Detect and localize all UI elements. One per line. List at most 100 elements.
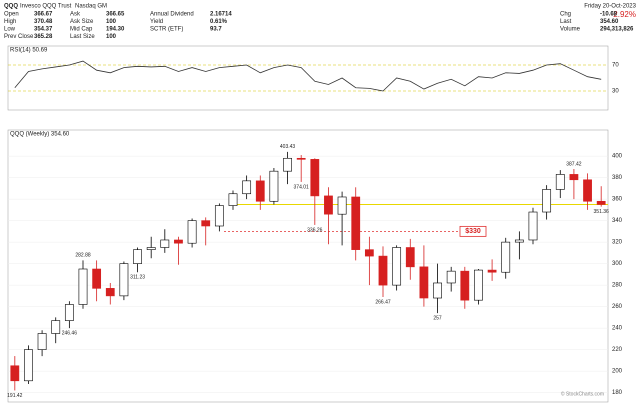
y-tick-label: 320: [612, 240, 623, 246]
price-annotation: 374.01: [294, 184, 310, 190]
candle-body: [337, 196, 347, 215]
date: Friday 20-Oct-2023: [584, 4, 636, 10]
y-tick-label: 300: [612, 261, 623, 267]
candle-body: [569, 174, 579, 181]
candle-body: [392, 247, 402, 286]
y-tick-label: 30: [612, 89, 619, 95]
candle-body: [405, 247, 415, 268]
field-label: Annual Dividend: [150, 12, 194, 18]
field-value: 354.60: [600, 19, 619, 25]
candle-body: [324, 195, 333, 215]
field-value: 366.67: [34, 12, 53, 18]
candle-body: [514, 239, 524, 243]
candle-body: [24, 349, 33, 382]
candle-body: [596, 200, 606, 205]
panel: [7, 129, 609, 403]
candle-body: [460, 270, 470, 301]
rsi-line: [14, 60, 602, 92]
candle-body: [214, 205, 224, 227]
field-value: 100: [106, 19, 117, 25]
y-tick-label: 280: [612, 283, 623, 289]
price-annotation: 191.42: [7, 393, 23, 399]
y-tick-label: 360: [612, 197, 623, 203]
field-label: High: [4, 19, 16, 25]
candle-body: [501, 241, 511, 273]
name: Invesco QQQ Trust: [20, 4, 72, 10]
field-value: 0.61%: [210, 19, 228, 25]
candle-body: [105, 288, 115, 297]
candle-body: [296, 157, 306, 160]
field-label: Ask: [70, 12, 81, 18]
candle-body: [255, 180, 265, 202]
candle-body: [555, 174, 565, 190]
symbol: QQQ: [4, 4, 18, 10]
field-label: Chg: [560, 12, 571, 18]
price-annotation: 311.23: [130, 275, 145, 281]
field-value: 370.48: [34, 19, 53, 25]
candle-body: [10, 365, 20, 382]
candle-body: [228, 193, 238, 206]
candle-body: [174, 239, 183, 244]
candle-body: [160, 239, 170, 248]
field-value: 294,313,826: [600, 27, 634, 33]
candle-body: [419, 266, 429, 299]
candle-body: [269, 170, 279, 202]
y-tick-label: 220: [612, 347, 623, 353]
field-label: Yield: [150, 19, 163, 25]
support-box: [459, 225, 487, 237]
field-label: Open: [4, 12, 19, 18]
field-label: SCTR (ETF): [150, 27, 183, 33]
field-value: 100: [106, 34, 117, 40]
y-tick-label: 380: [612, 175, 623, 181]
field-value: 366.65: [106, 12, 125, 18]
candle-body: [583, 179, 592, 202]
candle-body: [528, 211, 538, 241]
candle-body: [487, 269, 497, 273]
candle-body: [92, 268, 102, 289]
panel-title: QQQ (Weekly) 354.60: [10, 132, 70, 138]
candle-body: [474, 269, 483, 301]
field-value: 354.37: [34, 27, 53, 33]
change-pct: -2.92%: [611, 10, 636, 19]
y-tick-label: 260: [612, 304, 623, 310]
candle-body: [64, 304, 74, 321]
field-label: Low: [4, 27, 16, 33]
candle-body: [542, 189, 552, 213]
y-tick-label: 400: [612, 154, 623, 160]
field-value: 2.16714: [210, 12, 232, 18]
candle-body: [242, 180, 252, 195]
exchange: Nasdaq GM: [75, 4, 107, 10]
y-tick-label: 70: [612, 63, 619, 69]
candle-body: [433, 282, 442, 299]
price-annotation: 403.43: [280, 144, 296, 150]
candle-body: [146, 247, 156, 250]
y-tick-label: 240: [612, 326, 623, 332]
y-tick-label: 200: [612, 369, 623, 375]
candle-body: [133, 249, 142, 264]
candle-body: [78, 268, 88, 305]
candle-body: [364, 249, 374, 257]
field-label: Ask Size: [70, 19, 94, 25]
panel: [7, 45, 609, 111]
price-annotation: 257: [433, 315, 442, 321]
field-value: -10.68: [600, 12, 618, 18]
candle-body: [310, 159, 320, 197]
candle-body: [351, 196, 361, 250]
price-annotation: 336.26: [307, 227, 323, 233]
support-label: $330: [465, 228, 481, 235]
field-value: 365.28: [34, 34, 53, 40]
candle-body: [446, 270, 456, 284]
watermark: © StockCharts.com: [561, 390, 604, 397]
field-label: Last Size: [70, 34, 95, 40]
candle-body: [201, 220, 211, 227]
price-annotation: 387.42: [566, 161, 582, 167]
candle-body: [51, 320, 61, 334]
panel-title: RSI(14) 50.69: [10, 48, 48, 54]
price-annotation: 282.88: [75, 253, 91, 259]
candle-body: [283, 157, 292, 172]
field-label: Prev Close: [4, 34, 34, 40]
price-annotation: 351.36: [594, 209, 610, 215]
price-annotation: 266.47: [375, 299, 391, 305]
